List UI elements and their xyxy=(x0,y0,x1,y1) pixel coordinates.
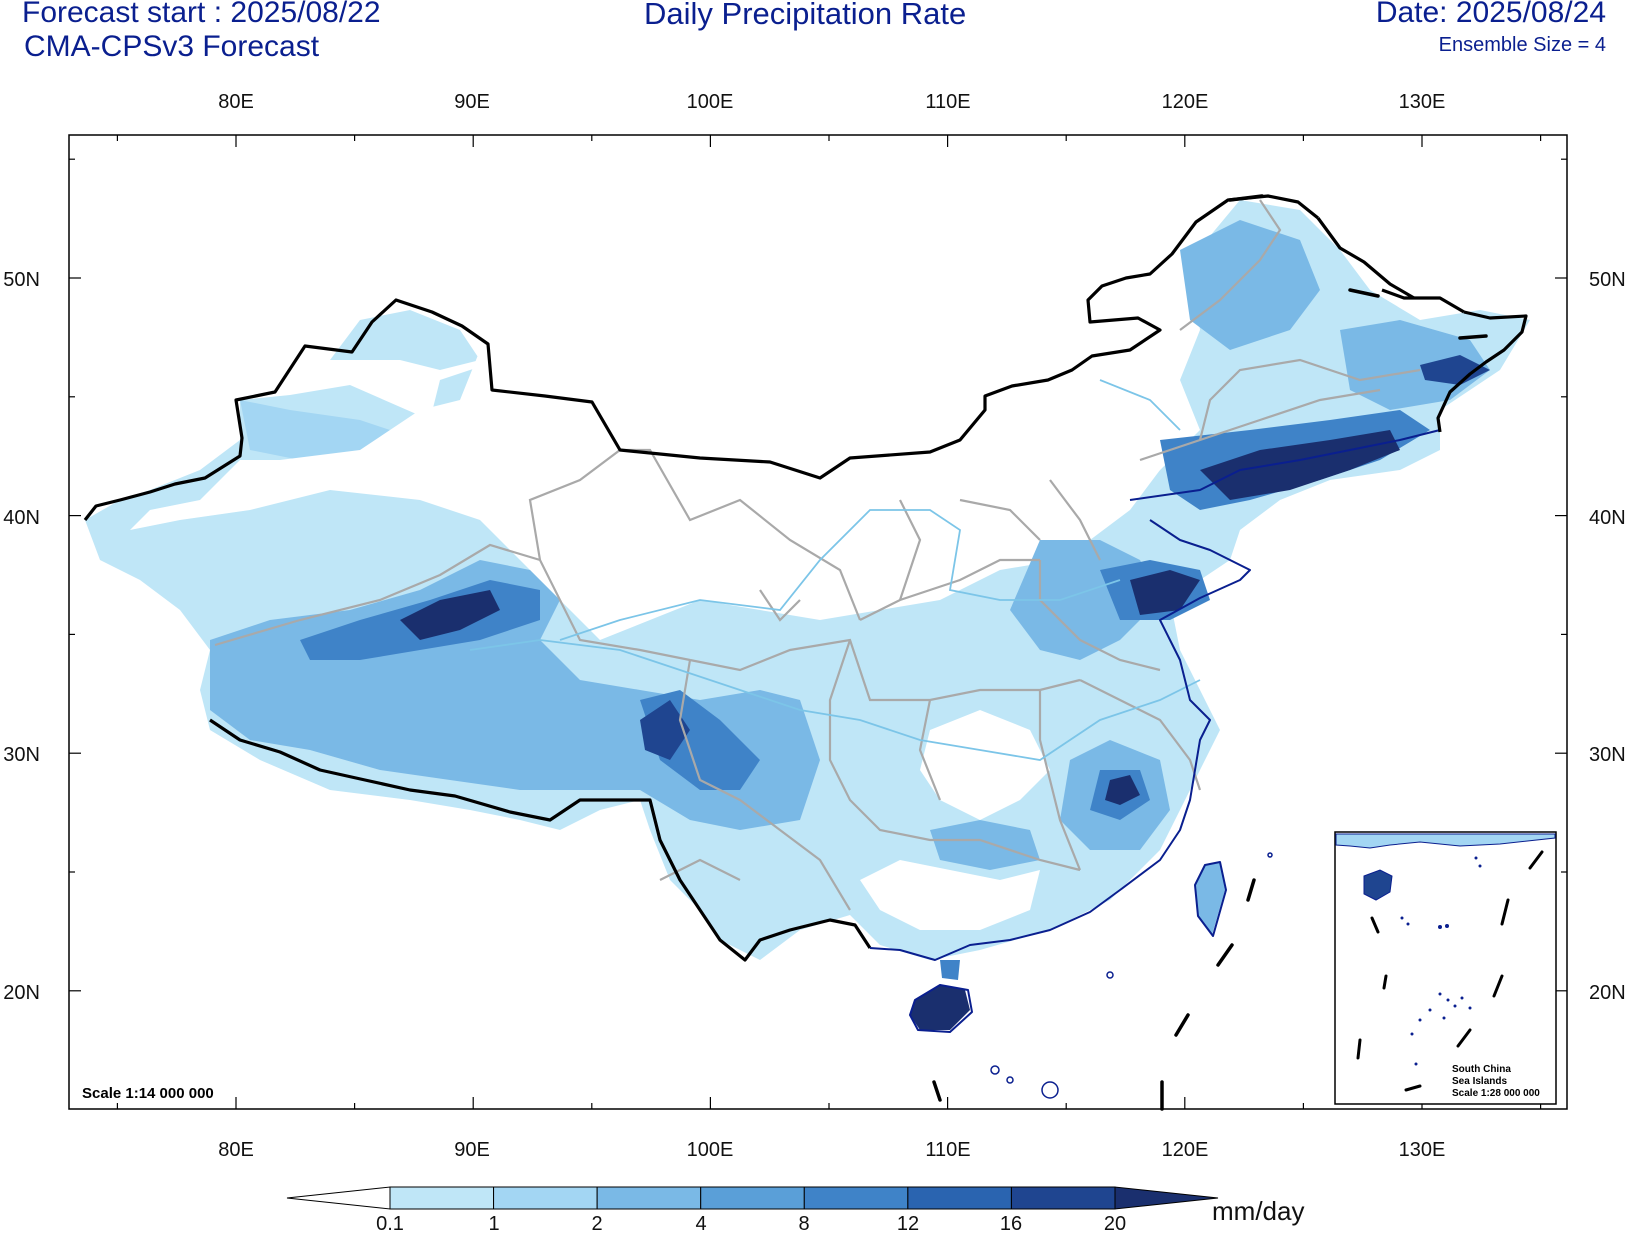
colorbar-unit: mm/day xyxy=(1212,1196,1304,1226)
valid-date: Date: 2025/08/24 xyxy=(1375,0,1606,29)
taiwan-outline xyxy=(1194,861,1227,937)
province-boundaries xyxy=(214,199,1421,911)
dry-region-south-central xyxy=(920,710,1050,820)
colorbar-tick-labels: 0.1 1 2 4 8 12 16 20 xyxy=(376,1213,1126,1235)
lon-label-top-90e: 90E xyxy=(454,91,490,113)
lat-label-right-50n: 50N xyxy=(1589,269,1626,291)
inset-frame xyxy=(1334,831,1557,1105)
colorbar-label-1: 1 xyxy=(488,1213,499,1235)
sea-islands xyxy=(990,852,1273,1099)
colorbar-box xyxy=(700,1186,805,1210)
precip-level-3-south xyxy=(930,820,1040,870)
ensemble-size: Ensemble Size = 4 xyxy=(1438,34,1606,56)
lon-label-bottom-80e: 80E xyxy=(218,1139,254,1161)
colorbar-box xyxy=(907,1186,1012,1210)
precip-xinjiang-north xyxy=(330,310,480,370)
northeast-border xyxy=(1316,217,1528,433)
colorbar-label-7: 20 xyxy=(1104,1213,1126,1235)
precip-level-8-hainan xyxy=(910,985,970,1030)
nine-dash-line xyxy=(932,194,1488,1111)
map-title: Daily Precipitation Rate xyxy=(644,0,967,31)
colorbar-box xyxy=(1010,1186,1116,1210)
latitude-ticks xyxy=(69,158,1567,992)
lat-label-left-30n: 30N xyxy=(3,744,40,766)
precip-hainan-north xyxy=(940,960,960,980)
lat-label-right-20n: 20N xyxy=(1589,982,1626,1004)
right-lat-labels: 50N 40N 30N 20N xyxy=(1589,269,1626,1004)
model-name: CMA-CPSv3 Forecast xyxy=(24,30,320,63)
colorbar-label-2: 2 xyxy=(591,1213,602,1235)
forecast-start: Forecast start : 2025/08/22 xyxy=(22,0,381,29)
lon-label-top-130e: 130E xyxy=(1399,91,1446,113)
lon-label-bottom-90e: 90E xyxy=(454,1139,490,1161)
inset-title-line1: South China xyxy=(1452,1064,1511,1075)
lon-label-bottom-120e: 120E xyxy=(1162,1139,1209,1161)
precip-level-8-liaoning xyxy=(1200,430,1400,500)
left-lat-labels: 50N 40N 30N 20N xyxy=(3,269,40,1004)
rivers xyxy=(469,379,1201,761)
lon-label-top-80e: 80E xyxy=(218,91,254,113)
inset-mainland xyxy=(1335,833,1556,849)
colorbar-box xyxy=(389,1186,495,1210)
longitude-ticks xyxy=(116,135,1542,1109)
lat-label-right-40n: 40N xyxy=(1589,507,1626,529)
lon-label-bottom-110e: 110E xyxy=(925,1139,970,1161)
precip-level-3-northeast-east xyxy=(1340,320,1490,410)
inset-scale: Scale 1:28 000 000 xyxy=(1452,1088,1540,1099)
top-lon-labels: 80E 90E 100E 110E 120E 130E xyxy=(218,91,1445,113)
precip-level-8-jiangxi xyxy=(1105,775,1140,805)
precip-level-8-shandong xyxy=(1130,570,1200,615)
precip-level-8-northeast-east xyxy=(1420,355,1490,385)
colorbar: 0.1 1 2 4 8 12 16 20 mm/day xyxy=(286,1186,1304,1235)
lon-label-top-100e: 100E xyxy=(687,91,734,113)
colorbar-box xyxy=(596,1186,702,1210)
colorbar-boxes xyxy=(389,1186,1116,1210)
precipitation-field xyxy=(85,200,1530,1030)
dry-region-north xyxy=(130,350,1180,640)
colorbar-label-4: 8 xyxy=(798,1213,809,1235)
lon-label-top-120e: 120E xyxy=(1162,91,1209,113)
colorbar-right-triangle xyxy=(1114,1186,1219,1210)
hainan-outline xyxy=(909,984,973,1033)
lat-label-left-20n: 20N xyxy=(3,982,40,1004)
lat-label-left-50n: 50N xyxy=(3,269,40,291)
colorbar-label-0: 0.1 xyxy=(376,1213,404,1235)
lat-label-right-30n: 30N xyxy=(1589,744,1626,766)
precip-level-8-tibet xyxy=(400,590,500,640)
precip-level-3-northeast xyxy=(1180,220,1320,350)
inset-nine-dash xyxy=(1356,850,1544,1092)
inset-title-line2: Sea Islands xyxy=(1452,1076,1507,1087)
southern-border xyxy=(209,718,872,962)
colorbar-box xyxy=(493,1186,598,1210)
bottom-lon-labels: 80E 90E 100E 110E 120E 130E xyxy=(218,1139,1445,1161)
lat-label-left-40n: 40N xyxy=(3,507,40,529)
map-scale: Scale 1:14 000 000 xyxy=(82,1085,214,1102)
inset-hainan xyxy=(1363,869,1393,901)
lon-label-bottom-100e: 100E xyxy=(687,1139,734,1161)
inset-map: South China Sea Islands Scale 1:28 000 0… xyxy=(1334,831,1557,1105)
national-border xyxy=(83,194,1465,521)
colorbar-left-triangle xyxy=(286,1186,391,1210)
lon-label-top-110e: 110E xyxy=(925,91,970,113)
inset-islands xyxy=(1400,856,1482,1066)
colorbar-label-3: 4 xyxy=(695,1213,706,1235)
lon-label-bottom-130e: 130E xyxy=(1399,1139,1446,1161)
dry-region-southeast xyxy=(860,860,1040,930)
precip-level-8-sichuan xyxy=(640,700,690,760)
coastline xyxy=(869,429,1441,1033)
precip-taiwan xyxy=(1196,862,1225,935)
colorbar-label-5: 12 xyxy=(897,1213,919,1235)
colorbar-label-6: 16 xyxy=(1000,1213,1022,1235)
colorbar-box xyxy=(803,1186,909,1210)
